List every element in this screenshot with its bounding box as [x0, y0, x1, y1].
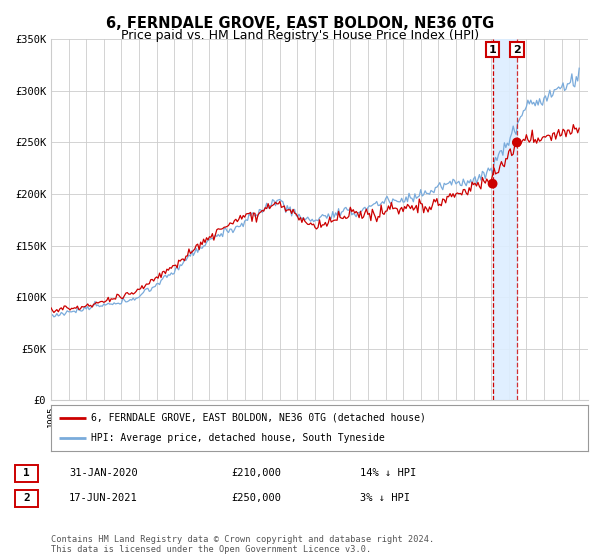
Text: 1: 1: [23, 468, 30, 478]
Text: 14% ↓ HPI: 14% ↓ HPI: [360, 468, 416, 478]
Text: £250,000: £250,000: [231, 493, 281, 503]
Text: 31-JAN-2020: 31-JAN-2020: [69, 468, 138, 478]
Text: 1: 1: [488, 45, 496, 54]
Text: £210,000: £210,000: [231, 468, 281, 478]
Text: 3% ↓ HPI: 3% ↓ HPI: [360, 493, 410, 503]
Text: Contains HM Land Registry data © Crown copyright and database right 2024.
This d: Contains HM Land Registry data © Crown c…: [51, 535, 434, 554]
Point: [512, 138, 521, 147]
Text: 2: 2: [23, 493, 30, 503]
Text: HPI: Average price, detached house, South Tyneside: HPI: Average price, detached house, Sout…: [91, 433, 385, 444]
Text: 6, FERNDALE GROVE, EAST BOLDON, NE36 0TG: 6, FERNDALE GROVE, EAST BOLDON, NE36 0TG: [106, 16, 494, 31]
Text: 17-JUN-2021: 17-JUN-2021: [69, 493, 138, 503]
Text: Price paid vs. HM Land Registry's House Price Index (HPI): Price paid vs. HM Land Registry's House …: [121, 29, 479, 42]
Bar: [493, 39, 517, 400]
Point: [488, 179, 497, 188]
Text: 6, FERNDALE GROVE, EAST BOLDON, NE36 0TG (detached house): 6, FERNDALE GROVE, EAST BOLDON, NE36 0TG…: [91, 413, 426, 423]
Text: 2: 2: [513, 45, 521, 54]
